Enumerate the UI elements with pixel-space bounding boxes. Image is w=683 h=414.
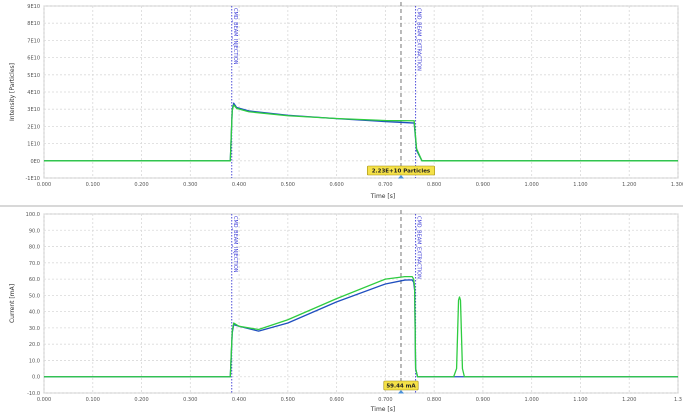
chart2-x-tick-label: 0.800	[427, 397, 441, 403]
chart1-x-tick-label: 0.200	[134, 182, 148, 188]
chart1-y-tick-label: 6E10	[27, 56, 40, 62]
chart2-x-tick-label: 0.900	[476, 397, 490, 403]
chart2-plot-area	[43, 213, 679, 394]
chart2-x-tick-label: 0.300	[183, 397, 197, 403]
chart2-y-tick-label: 40.0	[29, 310, 40, 316]
chart1-y-tick-label: 3E10	[27, 107, 40, 113]
chart2-cursor-handle[interactable]	[397, 390, 404, 394]
chart1-x-tick-label: 1.100	[573, 182, 587, 188]
chart1-y-tick-label: 1E10	[27, 142, 40, 148]
chart1-y-tick-label: 8E10	[27, 21, 40, 27]
chart1-y-tick-label: 4E10	[27, 90, 40, 96]
chart2-y-tick-label: 10.0	[29, 358, 40, 364]
chart2-y-tick-label: 90.0	[29, 228, 40, 234]
chart1-x-tick-label: 0.800	[427, 182, 441, 188]
chart2-x-axis-label: Time [s]	[370, 406, 395, 413]
chart2-x-tick-label: 0.100	[86, 397, 100, 403]
chart2-x-tick-label: 1.000	[525, 397, 539, 403]
chart1-x-tick-label: 0.400	[232, 182, 246, 188]
chart2-y-tick-label: 80.0	[29, 245, 40, 251]
chart2-x-tick-label: 0.200	[134, 397, 148, 403]
chart1-y-tick-label: 0E0	[30, 159, 40, 165]
chart1-y-tick-label: 5E10	[27, 73, 40, 79]
chart2-y-tick-label: 50.0	[29, 293, 40, 299]
chart1-x-tick-label: 1.300	[671, 182, 683, 188]
chart2-x-tick-label: 0.000	[37, 397, 51, 403]
chart2-y-tick-label: 60.0	[29, 277, 40, 283]
chart1-x-tick-label: 0.700	[378, 182, 392, 188]
chart2-x-tick-label: 0.500	[281, 397, 295, 403]
chart2-x-tick-label: 0.700	[378, 397, 392, 403]
chart1-x-tick-label: 0.600	[329, 182, 343, 188]
chart2-y-tick-label: 20.0	[29, 342, 40, 348]
chart2-x-tick-label: 1.200	[622, 397, 636, 403]
chart2-y-tick-label: 100.0	[26, 212, 40, 218]
chart1-y-tick-label: -1E10	[25, 176, 40, 182]
chart1-y-tick-label: 7E10	[27, 38, 40, 44]
chart1-x-tick-label: 0.100	[86, 182, 100, 188]
chart1-x-tick-label: 0.500	[281, 182, 295, 188]
chart1-y-axis-label: Intensity [Particles]	[9, 63, 16, 121]
chart2-series-line-2	[44, 275, 678, 378]
chart1-cursor-handle[interactable]	[397, 175, 404, 179]
chart1-event-label: CMD_BEAM_INJECTION	[232, 8, 238, 65]
chart2-x-tick-label: 0.400	[232, 397, 246, 403]
chart1-x-tick-label: 0.300	[183, 182, 197, 188]
chart2-x-tick-label: 1.3	[674, 397, 682, 403]
chart1-x-tick-label: 1.000	[525, 182, 539, 188]
chart2-event-label: CMD_BEAM_INJECTION	[232, 216, 238, 273]
chart2-y-tick-label: 0.0	[32, 375, 40, 381]
chart1-y-tick-label: 2E10	[27, 124, 40, 130]
chart2-x-tick-label: 0.600	[329, 397, 343, 403]
chart2-y-tick-label: -10.0	[27, 391, 40, 397]
chart1-series-line-2	[44, 104, 678, 162]
chart2-y-tick-label: 30.0	[29, 326, 40, 332]
chart1-y-tick-label: 9E10	[27, 4, 40, 10]
chart1-event-label: CMD_BEAM_EXTRACTION	[416, 8, 422, 71]
chart2-y-axis-label: Current [mA]	[9, 284, 16, 323]
chart2-y-tick-label: 70.0	[29, 261, 40, 267]
chart1-x-axis-label: Time [s]	[370, 193, 395, 200]
chart1-cursor-value-label: 2.23E+10 Particles	[372, 169, 431, 175]
chart1-x-tick-label: 0.900	[476, 182, 490, 188]
chart1-x-tick-label: 0.000	[37, 182, 51, 188]
chart2-event-label: CMD_BEAM_EXTRACTION	[416, 216, 422, 279]
chart1-x-tick-label: 1.200	[622, 182, 636, 188]
chart2-x-tick-label: 1.100	[573, 397, 587, 403]
chart2-cursor-value-label: 59.44 mA	[386, 384, 416, 390]
